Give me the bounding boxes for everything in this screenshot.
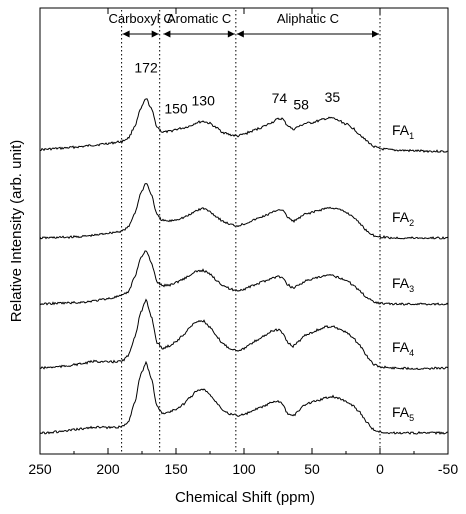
region-arrowhead-right-0	[151, 30, 159, 38]
series-line-FA3	[39, 250, 449, 306]
region-arrowhead-right-2	[372, 30, 379, 38]
peak-label-0: 172	[134, 59, 158, 75]
peak-label-3: 74	[272, 90, 288, 106]
x-axis-title: Chemical Shift (ppm)	[175, 489, 315, 506]
spectrum-traces	[39, 98, 449, 435]
x-tick-label-5: 0	[376, 461, 384, 477]
region-label-0: Carboxyl C	[108, 11, 172, 26]
peak-label-4: 58	[293, 96, 309, 112]
region-label-1: Aromatic C	[167, 11, 231, 26]
x-tick-label-3: 100	[232, 461, 256, 477]
region-divider-lines	[121, 10, 381, 454]
series-labels: FA1 FA2 FA3 FA4 FA5	[392, 122, 414, 423]
series-line-FA4	[39, 298, 449, 371]
peak-label-2: 130	[192, 92, 216, 108]
x-tick-label-4: 50	[304, 461, 320, 477]
plot-frame	[39, 7, 449, 455]
series-label-FA3: FA3	[392, 275, 414, 294]
region-arrowhead-left-0	[122, 30, 130, 38]
y-axis-title: Relative Intensity (arb. unit)	[8, 140, 25, 323]
x-tick-label-0: 250	[28, 461, 52, 477]
region-label-2: Aliphatic C	[277, 11, 339, 26]
series-label-FA2: FA2	[392, 209, 414, 228]
x-axis-ticks: 250 200 150 100 50 0 -50	[28, 8, 458, 477]
series-label-FA4: FA4	[392, 339, 414, 358]
series-line-FA5	[39, 360, 448, 435]
series-line-FA2	[39, 182, 449, 240]
region-arrowhead-right-1	[227, 30, 235, 38]
series-label-FA5: FA5	[392, 404, 414, 423]
series-label-FA1: FA1	[392, 122, 414, 141]
x-tick-label-6: -50	[438, 461, 458, 477]
peak-label-1: 150	[164, 100, 188, 116]
series-line-FA1	[40, 98, 448, 154]
x-tick-label-1: 200	[96, 461, 120, 477]
x-tick-label-2: 150	[164, 461, 188, 477]
region-arrowhead-left-2	[236, 30, 244, 38]
region-arrowhead-left-1	[163, 30, 171, 38]
peak-label-5: 35	[325, 89, 341, 105]
